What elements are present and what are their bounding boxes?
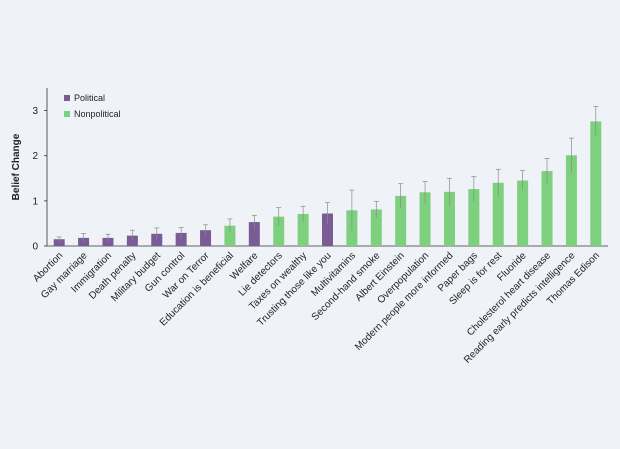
bar [517, 180, 529, 246]
bar [590, 121, 602, 246]
chart-error-bars [56, 106, 599, 243]
bar [443, 191, 455, 246]
bar [370, 209, 382, 246]
legend-label: Political [74, 93, 105, 103]
y-tick-label: 1 [32, 196, 38, 207]
bar [492, 182, 504, 246]
bar [224, 225, 236, 246]
legend-label: Nonpolitical [74, 109, 121, 119]
y-tick-label: 3 [32, 106, 38, 117]
bar [175, 232, 187, 246]
bar [565, 155, 577, 246]
bar [248, 222, 260, 246]
bar [151, 233, 163, 246]
chart-legend: Political Nonpolitical [64, 93, 121, 119]
bar [322, 213, 333, 246]
y-axis-title: Belief Change [11, 133, 22, 200]
bar [541, 171, 553, 246]
bar [102, 237, 114, 246]
y-tick-label: 2 [32, 151, 38, 162]
bar [200, 230, 212, 246]
y-tick-label: 0 [32, 242, 38, 253]
legend-swatch [64, 95, 70, 101]
bar [273, 216, 285, 246]
bar [468, 189, 480, 246]
bar [297, 213, 309, 246]
bar [53, 239, 65, 246]
legend-swatch [64, 111, 70, 117]
bar [419, 192, 431, 246]
y-tick-labels: 0 1 2 3 [32, 106, 47, 253]
bar [395, 195, 407, 246]
chart-bars [53, 121, 602, 246]
